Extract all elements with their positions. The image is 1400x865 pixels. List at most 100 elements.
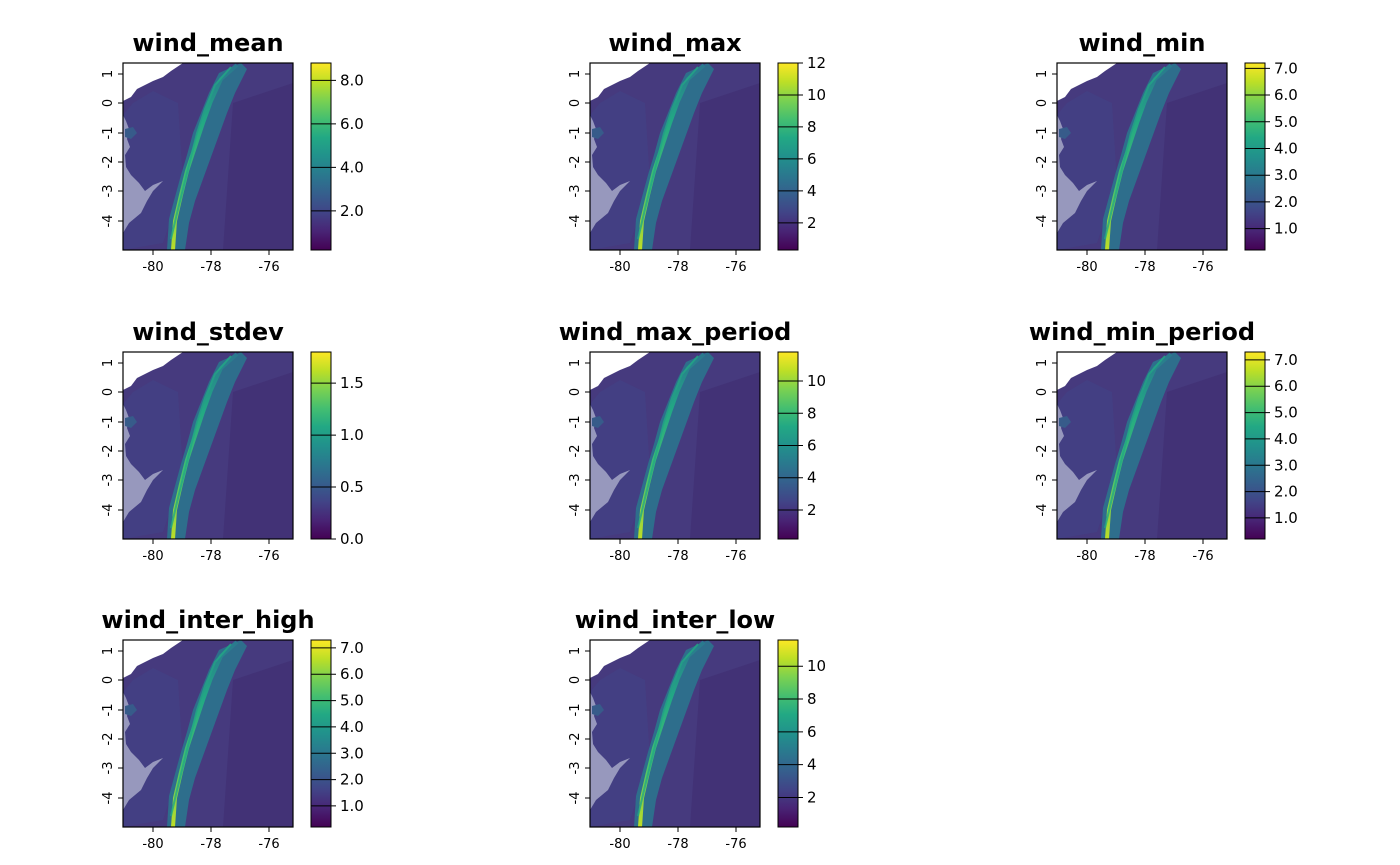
andes-ridge xyxy=(634,640,714,827)
andes-ridge xyxy=(167,352,247,539)
map-frame xyxy=(122,351,294,540)
colorbar xyxy=(1244,62,1266,251)
colorbar-tick-label: 5.0 xyxy=(340,692,364,710)
andes-ridge xyxy=(634,352,714,539)
colorbar-tick-label: 6.0 xyxy=(340,665,364,683)
panel-title: wind_inter_high xyxy=(101,606,314,634)
panel-title: wind_mean xyxy=(132,29,283,57)
y-tick-label: -3 xyxy=(101,762,116,775)
y-tick-label: -2 xyxy=(101,733,116,746)
panel-title: wind_min xyxy=(1079,29,1206,57)
colorbar-tick-label: 2 xyxy=(807,214,817,232)
colorbar-tick-label: 6 xyxy=(807,437,817,455)
raster-panel: wind_mean -80 -78 -76 1 0 -1 -2 -3 -4 2.0 4.0 6.0 8.0 xyxy=(101,29,364,275)
y-tick-label: 1 xyxy=(1035,70,1050,78)
colorbar-tick-label: 4.0 xyxy=(1274,430,1298,448)
colorbar xyxy=(310,351,332,540)
map-frame xyxy=(122,62,294,251)
y-tick-label: -1 xyxy=(568,127,583,140)
y-tick-label: 1 xyxy=(1035,359,1050,367)
raster-map xyxy=(123,63,293,250)
colorbar-tick-label: 6 xyxy=(807,723,817,741)
y-tick-label: -3 xyxy=(568,185,583,198)
colorbar xyxy=(1244,351,1266,540)
y-tick-label: 1 xyxy=(101,359,116,367)
y-tick-label: -4 xyxy=(1035,215,1050,228)
y-tick-label: -2 xyxy=(1035,156,1050,169)
x-tick-label: -80 xyxy=(142,260,163,275)
colorbar xyxy=(310,639,332,828)
colorbar-tick-label: 5.0 xyxy=(1274,113,1298,131)
colorbar-tick-label: 2.0 xyxy=(1274,193,1298,211)
colorbar-tick-label: 8 xyxy=(807,404,817,422)
colorbar-tick-label: 3.0 xyxy=(1274,456,1298,474)
y-tick-label: 0 xyxy=(1035,99,1050,107)
colorbar-tick-label: 3.0 xyxy=(340,744,364,762)
y-tick-label: 1 xyxy=(101,70,116,78)
x-tick-label: -76 xyxy=(725,837,746,852)
y-tick-label: -4 xyxy=(1035,504,1050,517)
colorbar-tick-label: 1.0 xyxy=(1274,509,1298,527)
colorbar-tick-label: 2 xyxy=(807,501,817,519)
raster-map xyxy=(1057,352,1227,539)
y-tick-label: 0 xyxy=(101,388,116,396)
y-tick-label: 1 xyxy=(101,647,116,655)
y-tick-label: -2 xyxy=(568,156,583,169)
y-tick-label: -3 xyxy=(568,762,583,775)
x-tick-label: -76 xyxy=(1192,549,1213,564)
y-tick-label: -2 xyxy=(568,733,583,746)
x-tick-label: -78 xyxy=(667,260,688,275)
x-tick-label: -80 xyxy=(609,260,630,275)
colorbar-tick-label: 2.0 xyxy=(1274,483,1298,501)
y-tick-label: -1 xyxy=(101,704,116,717)
colorbar-tick-label: 6 xyxy=(807,150,817,168)
andes-ridge xyxy=(167,640,247,827)
raster-map xyxy=(123,640,293,827)
x-tick-label: -76 xyxy=(258,837,279,852)
y-tick-label: 0 xyxy=(568,388,583,396)
panel-title: wind_inter_low xyxy=(575,606,775,634)
y-tick-label: -1 xyxy=(568,416,583,429)
y-tick-label: -2 xyxy=(568,445,583,458)
y-tick-label: -1 xyxy=(568,704,583,717)
x-tick-label: -76 xyxy=(725,549,746,564)
x-tick-label: -80 xyxy=(142,837,163,852)
map-frame xyxy=(589,62,761,251)
colorbar-tick-label: 7.0 xyxy=(340,639,364,657)
raster-map xyxy=(123,352,293,539)
panel-title: wind_stdev xyxy=(132,318,284,346)
colorbar-tick-label: 6.0 xyxy=(1274,86,1298,104)
panel-title: wind_min_period xyxy=(1029,318,1255,346)
colorbar-tick-label: 8 xyxy=(807,118,817,136)
x-tick-label: -78 xyxy=(1134,549,1155,564)
colorbar-tick-label: 3.0 xyxy=(1274,166,1298,184)
colorbar-tick-label: 4.0 xyxy=(340,718,364,736)
raster-panel: wind_min_period -80 -78 -76 1 0 -1 -2 -3 -4 1.0 2.0… xyxy=(1029,318,1298,564)
colorbar-tick-label: 1.0 xyxy=(1274,220,1298,238)
y-tick-label: -2 xyxy=(101,156,116,169)
raster-panel: wind_inter_high -80 -78 -76 1 0 -1 -2 -3 -4 1.0 2.0… xyxy=(101,606,364,852)
y-tick-label: -2 xyxy=(101,445,116,458)
x-tick-label: -80 xyxy=(1076,260,1097,275)
y-tick-label: -4 xyxy=(568,215,583,228)
y-tick-label: -1 xyxy=(1035,127,1050,140)
andes-ridge xyxy=(1101,352,1181,539)
y-tick-label: -3 xyxy=(1035,474,1050,487)
colorbar-tick-label: 10 xyxy=(807,657,826,675)
colorbar-tick-label: 7.0 xyxy=(1274,351,1298,369)
colorbar-tick-label: 10 xyxy=(807,86,826,104)
y-tick-label: 0 xyxy=(1035,388,1050,396)
map-frame xyxy=(1056,351,1228,540)
x-tick-label: -78 xyxy=(200,549,221,564)
colorbar-tick-label: 2 xyxy=(807,788,817,806)
colorbar-tick-label: 4 xyxy=(807,182,817,200)
colorbar-tick-label: 1.0 xyxy=(340,797,364,815)
y-tick-label: 0 xyxy=(568,99,583,107)
y-tick-label: -1 xyxy=(101,416,116,429)
x-tick-label: -76 xyxy=(258,260,279,275)
colorbar-tick-label: 0.0 xyxy=(340,530,364,548)
x-tick-label: -78 xyxy=(200,837,221,852)
